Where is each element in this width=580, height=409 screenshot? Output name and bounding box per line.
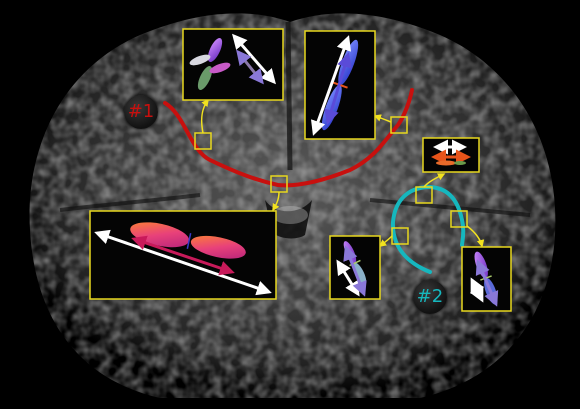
- inset-bottom-right: [461, 246, 512, 312]
- tract-1-label: #1: [124, 95, 158, 129]
- inset-large-left: [89, 210, 277, 300]
- tract-1-curve: [163, 88, 414, 188]
- inset-top-left: [182, 28, 284, 101]
- roi-box-3: [390, 116, 408, 134]
- brain-slice: [29, 13, 556, 398]
- callout-arrows: [200, 98, 485, 248]
- inset-top-right: [304, 30, 376, 140]
- inset-small-right: [422, 137, 480, 173]
- roi-box-5: [450, 210, 468, 228]
- tract-2-label: #2: [413, 280, 447, 314]
- inset-bottom-middle: [329, 235, 381, 300]
